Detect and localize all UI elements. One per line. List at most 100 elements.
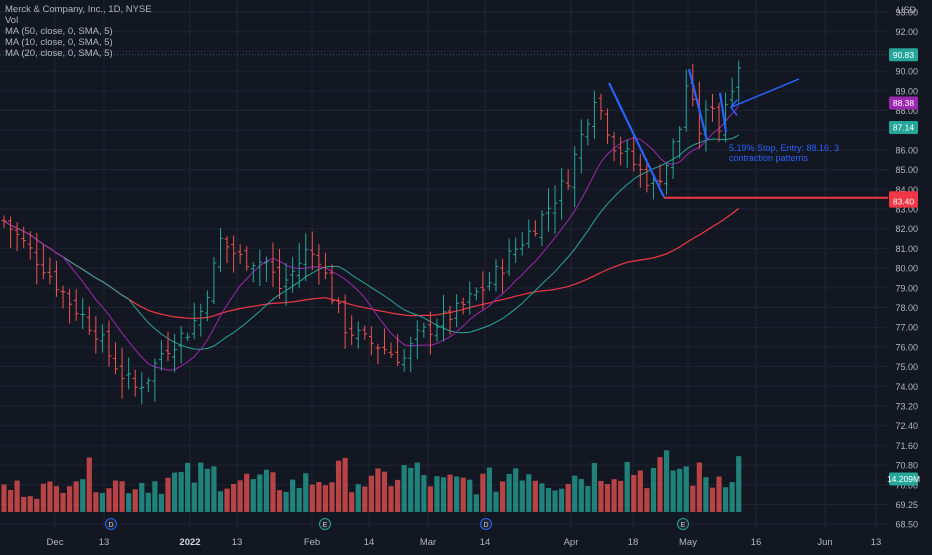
ohlc-bar <box>611 131 617 162</box>
time-tick-label: 14 <box>480 537 491 548</box>
volume-bar <box>467 479 473 512</box>
volume-bar <box>224 488 230 512</box>
symbol-title[interactable]: Merck & Company, Inc., 1D, NYSE <box>5 4 152 15</box>
ohlc-bar <box>395 334 400 366</box>
ohlc-bar <box>454 294 460 328</box>
ohlc-bar <box>578 119 584 174</box>
volume-bar <box>191 482 197 512</box>
volume-bar <box>276 490 283 512</box>
volume-bar <box>650 468 657 512</box>
volume-bar <box>368 475 374 512</box>
volume-bar <box>611 479 617 512</box>
ohlc-bar <box>185 332 191 342</box>
ohlc-bar <box>316 244 322 285</box>
volume-bar <box>1 484 7 512</box>
ohlc-bar <box>585 118 591 146</box>
annotation-line-2: contraction patterns <box>729 153 809 163</box>
ohlc-bar <box>519 232 525 256</box>
ohlc-bar <box>54 260 59 297</box>
volume-bar <box>237 480 243 512</box>
ohlc-bar <box>283 263 289 306</box>
volume-bar <box>716 476 722 512</box>
ohlc-bar <box>355 321 361 349</box>
volume-bar <box>401 465 407 512</box>
volume-bar <box>7 489 14 512</box>
volume-bar <box>342 457 348 512</box>
ohlc-bar <box>132 369 138 397</box>
ohlc-bar <box>605 108 610 144</box>
ohlc-bar <box>401 348 407 372</box>
ohlc-bar <box>191 302 197 340</box>
contraction-trendline <box>687 68 709 141</box>
volume-bar <box>644 488 650 512</box>
ohlc-bar <box>47 257 53 285</box>
volume-bar <box>178 471 184 512</box>
price-tick-label: 80.00 <box>895 264 918 274</box>
ohlc-bar <box>172 333 177 373</box>
ohlc-bar <box>139 372 145 405</box>
ohlc-bar <box>231 235 236 273</box>
volume-bar <box>421 475 427 512</box>
ohlc-bar <box>296 243 302 289</box>
time-tick-label: 14 <box>364 537 375 548</box>
ohlc-bar <box>388 342 394 359</box>
ohlc-bar <box>198 303 204 337</box>
volume-bar <box>158 493 165 512</box>
ohlc-bar <box>349 315 355 346</box>
volume-bar <box>145 492 151 512</box>
ohlc-bar <box>618 136 624 166</box>
volume-bar <box>316 482 322 512</box>
ohlc-bar <box>408 336 414 373</box>
time-tick-label: Jun <box>817 537 832 548</box>
price-tick-label: 86.00 <box>895 145 918 155</box>
chart-legend: Merck & Company, Inc., 1D, NYSE Vol MA (… <box>5 4 152 59</box>
indicator-ma10[interactable]: MA (10, close, 0, SMA, 5) <box>5 37 113 48</box>
volume-bar <box>119 481 125 512</box>
volume-bar <box>480 473 486 512</box>
ohlc-bar <box>93 316 99 354</box>
event-marker <box>677 518 689 530</box>
volume-bar <box>86 457 92 512</box>
price-tick-label: 81.00 <box>895 244 918 254</box>
ohlc-bar <box>677 125 683 159</box>
grid-lines <box>0 0 888 528</box>
ohlc-bar <box>60 285 66 309</box>
indicator-ma20[interactable]: MA (20, close, 0, SMA, 5) <box>5 48 113 59</box>
volume-bar <box>198 462 204 512</box>
volume-bar <box>171 472 178 512</box>
indicator-volume[interactable]: Vol <box>5 15 19 26</box>
volume-bar <box>139 482 145 512</box>
ohlc-bar <box>414 320 420 360</box>
ohlc-bar <box>86 306 92 335</box>
ohlc-bar <box>382 328 387 355</box>
indicator-ma50[interactable]: MA (50, close, 0, SMA, 5) <box>5 26 113 37</box>
volume-bar <box>663 450 670 512</box>
volume-bar <box>552 490 558 512</box>
price-tick-label: 90.00 <box>895 67 918 77</box>
volume-bar <box>388 486 394 512</box>
volume-bar <box>447 474 453 512</box>
price-axis[interactable]: 93.0092.0091.0090.0089.0088.0087.0086.00… <box>888 0 932 550</box>
event-marker-label: E <box>681 522 686 529</box>
ohlc-bar <box>21 226 27 248</box>
ohlc-bar <box>34 232 40 285</box>
ohlc-bar <box>145 377 151 393</box>
ohlc-bar <box>290 257 296 293</box>
time-axis[interactable]: Dec 13 2022 13 Feb 14 Mar 14 Apr 18 May 16 Jun 13 D E D E <box>0 518 932 551</box>
volume-bars <box>1 450 742 512</box>
drawing-tools[interactable] <box>0 54 888 199</box>
volume-bar <box>132 489 138 512</box>
ohlc-bar <box>598 93 604 120</box>
price-tick-label: 82.00 <box>895 224 918 234</box>
ohlc-bar <box>309 231 315 271</box>
time-tick-label: 13 <box>871 537 882 548</box>
volume-bar <box>355 484 361 512</box>
ohlc-bar <box>113 342 118 375</box>
price-tick-label: 88.00 <box>895 106 918 116</box>
ohlc-bar <box>421 322 427 338</box>
ohlc-bar <box>473 287 479 301</box>
ohlc-bar <box>368 326 374 356</box>
ohlc-bar <box>237 244 243 264</box>
